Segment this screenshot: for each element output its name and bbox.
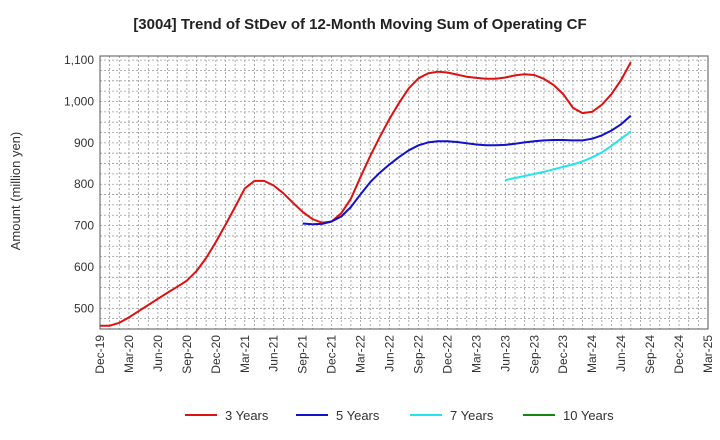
x-tick-label: Mar-25 [701,335,715,373]
x-tick-label: Jun-20 [151,335,165,372]
legend-label: 10 Years [563,408,614,423]
x-tick-label: Jun-24 [614,335,628,372]
x-tick-label: Dec-21 [325,335,339,374]
x-tick-label: Sep-24 [643,335,657,374]
legend-label: 5 Years [336,408,380,423]
x-tick-label: Mar-20 [122,335,136,373]
series-line-5-years [302,114,632,226]
x-tick-label: Mar-22 [354,335,368,373]
y-tick-label: 900 [74,136,94,150]
y-tick-label: 1,100 [64,53,94,67]
legend-item-3-years: 3 Years [185,408,269,423]
plot-area-border [99,55,709,330]
x-axis-ticks: Dec-19 Mar-20 Jun-20 Sep-20 Dec-20 Mar-21 Jun-… [93,335,715,374]
x-tick-label: Sep-21 [296,335,310,374]
x-tick-label: Jun-22 [383,335,397,372]
series-lines [100,61,632,327]
x-tick-label: Jun-23 [498,335,512,372]
x-tick-label: Jun-21 [267,335,281,372]
x-tick-label: Mar-24 [585,335,599,373]
legend-item-10-years: 10 Years [523,408,614,423]
x-tick-label: Sep-22 [411,335,425,374]
y-tick-label: 700 [74,219,94,233]
x-tick-label: Sep-20 [180,335,194,374]
y-axis-ticks: 500 600 700 800 900 1,000 1,100 [64,53,94,315]
legend: 3 Years 5 Years 7 Years 10 Years [185,408,614,423]
y-tick-label: 800 [74,177,94,191]
y-tick-label: 1,000 [64,95,94,109]
legend-item-5-years: 5 Years [296,408,380,423]
chart-title: [3004] Trend of StDev of 12-Month Moving… [133,16,586,33]
legend-item-7-years: 7 Years [410,408,494,423]
series-line-3-years [100,61,632,327]
y-tick-label: 600 [74,260,94,274]
legend-label: 7 Years [450,408,494,423]
x-tick-label: Dec-23 [556,335,570,374]
x-tick-label: Mar-21 [238,335,252,373]
x-tick-label: Dec-19 [93,335,107,374]
y-axis-label: Amount (million yen) [8,132,23,251]
x-tick-label: Mar-23 [469,335,483,373]
x-tick-label: Dec-22 [440,335,454,374]
y-tick-label: 500 [74,301,94,315]
x-tick-label: Dec-20 [209,335,223,374]
legend-label: 3 Years [225,408,269,423]
x-tick-label: Sep-23 [527,335,541,374]
x-tick-label: Dec-24 [672,335,686,374]
series-line-7-years [505,130,632,182]
